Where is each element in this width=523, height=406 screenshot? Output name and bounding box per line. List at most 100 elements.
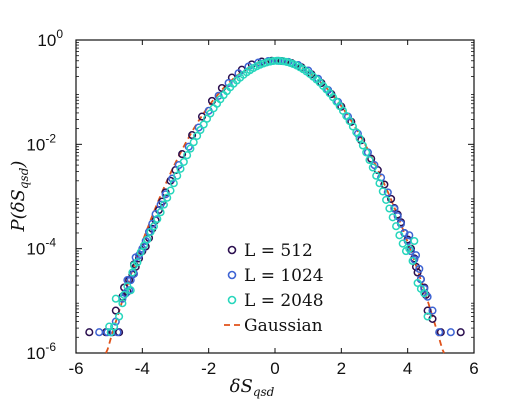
data-point-l2048 [189,138,198,147]
data-point-l2048 [398,239,407,248]
data-point-l2048 [110,322,119,331]
data-point-l2048 [388,213,397,222]
data-point-l2048 [176,164,185,173]
data-point-l2048 [372,171,381,180]
data-point-l512 [131,262,140,271]
data-point-l2048 [410,236,419,246]
y-tick-label: 10-4 [26,236,56,259]
data-point-l2048 [405,244,414,253]
data-point-l2048 [382,195,391,204]
y-tick-label: 10-2 [26,131,56,154]
data-point-l1024 [393,212,402,221]
data-point-l2048 [355,134,364,143]
x-tick-label: 6 [469,359,478,378]
data-point-l2048 [368,163,377,172]
y-axis-label: P(δSqsd) [8,161,31,233]
data-point-l2048 [139,241,149,250]
data-point-l512 [387,194,396,203]
data-point-l512 [367,154,376,163]
data-point-l1024 [184,142,193,151]
data-point-l2048 [111,294,120,303]
legend-label-l512: L = 512 [244,241,313,261]
data-point-l2048 [352,128,361,137]
data-point-l2048 [128,268,137,277]
data-point-l2048 [365,155,374,165]
data-point-l512 [357,136,366,145]
data-point-l1024 [224,78,233,88]
x-tick-label: -2 [201,359,216,378]
data-point-l512 [85,328,94,337]
data-point-l1024 [383,188,392,197]
data-point-l2048 [348,122,357,131]
data-point-l2048 [156,208,165,217]
data-point-l1024 [410,255,419,264]
data-point-l2048 [133,258,142,267]
data-point-l2048 [115,312,124,321]
data-point-l2048 [413,278,422,288]
data-point-l2048 [166,186,175,195]
x-tick-label: 2 [337,359,346,378]
data-point-l2048 [186,144,195,153]
data-point-l2048 [193,131,202,140]
data-point-l1024 [95,328,104,337]
data-point-l2048 [169,179,178,188]
data-point-l2048 [385,204,394,213]
data-point-l1024 [126,276,135,285]
data-point-l1024 [435,328,444,337]
x-tick-label: -4 [135,359,150,378]
data-point-l1024 [141,236,150,246]
data-point-l2048 [395,231,404,240]
data-point-l1024 [446,328,455,337]
data-point-l512 [111,306,120,315]
data-point-l1024 [353,129,362,138]
legend-label-l1024: L = 1024 [244,266,324,286]
data-point-l2048 [362,148,371,157]
legend-marker-l2048 [227,295,237,305]
x-tick-label: 0 [270,359,279,378]
data-point-l512 [456,328,465,337]
legend-marker-l1024 [227,270,237,280]
data-point-l2048 [136,248,145,257]
data-point-l2048 [118,299,127,308]
legend-label-gaussian: Gaussian [244,316,323,336]
data-point-l2048 [159,200,168,209]
data-point-l2048 [199,120,208,129]
x-axis-label: δSqsd [230,376,275,399]
data-point-l2048 [375,179,384,188]
data-point-l1024 [428,306,437,315]
data-point-l1024 [411,251,421,260]
data-point-l2048 [408,256,417,266]
data-point-l2048 [358,141,367,150]
y-tick-label: 100 [37,27,63,50]
data-point-l2048 [143,235,152,244]
legend: L = 512 L = 1024 L = 2048 Gaussian [224,241,324,336]
data-point-l2048 [420,289,429,298]
legend-label-l2048: L = 2048 [244,291,324,311]
data-point-l2048 [183,151,192,160]
x-tick-label: 4 [403,359,412,378]
legend-marker-l512 [227,245,237,255]
x-tick-label: -6 [68,359,83,378]
data-point-l1024 [156,200,165,209]
data-point-l1024 [405,231,414,240]
plot-frame [75,39,475,354]
data-point-l1024 [234,69,243,78]
data-point-l2048 [153,214,162,224]
data-point-l2048 [163,193,172,202]
data-point-l1024 [151,210,160,219]
data-point-l1024 [129,269,139,278]
data-point-l2048 [378,187,387,196]
data-point-l2048 [146,227,155,236]
data-point-l512 [188,131,197,140]
data-point-l2048 [173,171,182,180]
data-point-l2048 [149,222,158,231]
data-point-l2048 [126,286,135,295]
data-point-l512 [178,150,187,159]
x-axis: -6 -4 -2 0 2 4 6 [68,40,479,378]
data-point-l1024 [420,284,429,293]
y-axis: 100 10-2 10-4 10-6 [26,27,474,363]
data-point-l1024 [390,204,399,213]
y-tick-label: 10-6 [26,340,56,363]
data-point-l2048 [392,222,401,231]
data-point-l2048 [179,157,188,166]
